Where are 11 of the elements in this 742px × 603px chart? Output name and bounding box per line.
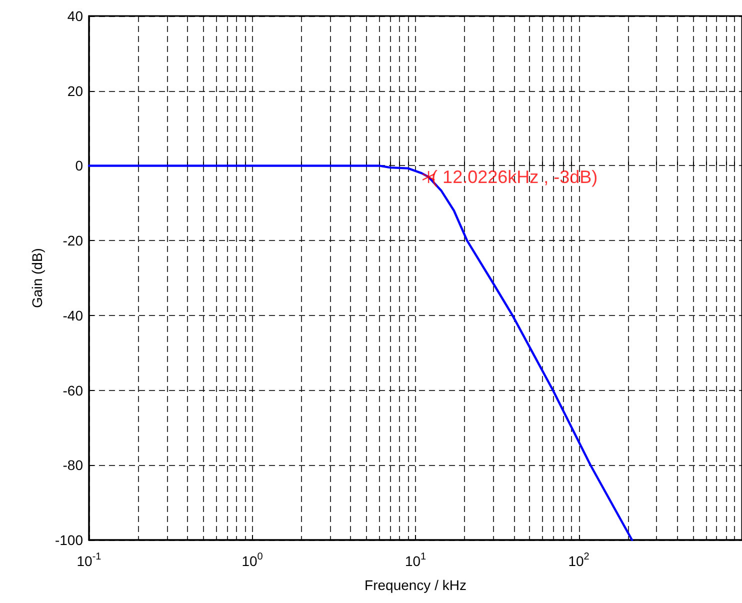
y-tick-label: -80	[62, 457, 84, 474]
y-tick-label: 20	[67, 82, 84, 99]
y-tick-label: 40	[67, 8, 84, 24]
y-tick-label: 0	[75, 158, 84, 174]
y-tick-label: -60	[62, 382, 84, 398]
annotation: ( 12.0226kHz , -3dB)	[432, 166, 598, 187]
y-tick-label: -100	[54, 532, 84, 548]
y-tick-label: -20	[62, 232, 84, 249]
y-tick-label: -40	[62, 307, 84, 324]
x-axis-title: Frequency / kHz	[364, 577, 466, 593]
y-axis-title: Gain (dB)	[29, 248, 45, 308]
